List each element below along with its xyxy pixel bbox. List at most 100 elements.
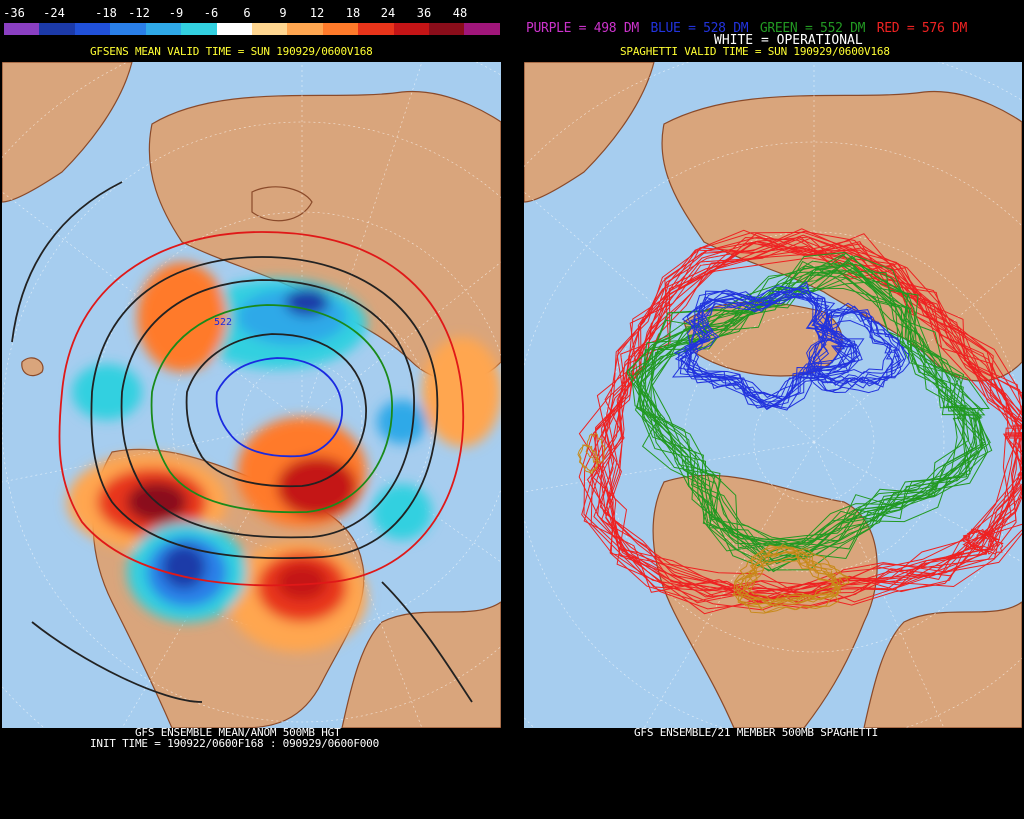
colorbar-segment	[358, 23, 394, 35]
colorbar-tick: 9	[279, 6, 287, 20]
spaghetti-member-line	[746, 543, 850, 603]
colorbar-tick: 6	[243, 6, 251, 20]
spaghetti-member-line	[809, 305, 902, 385]
spaghetti-member-line	[586, 241, 1022, 615]
mean-map-svg: 522	[2, 62, 501, 728]
colorbar-tick: 36	[416, 6, 432, 20]
spaghetti-footer-title: GFS ENSEMBLE/21 MEMBER 500MB SPAGHETTI	[634, 726, 879, 739]
spaghetti-member-line	[737, 551, 839, 607]
anomaly-colorbar	[4, 23, 500, 35]
spaghetti-contours	[577, 228, 1022, 615]
spaghetti-member-line	[673, 285, 865, 399]
mean-footer-init: INIT TIME = 190922/0600F168 : 090929/060…	[90, 737, 380, 750]
spaghetti-member-line	[634, 255, 984, 553]
colorbar-segment	[181, 23, 217, 35]
spaghetti-member-line	[638, 260, 987, 566]
spaghetti-member-line	[641, 277, 982, 572]
spaghetti-member-line	[812, 311, 905, 386]
spaghetti-member-line	[805, 309, 894, 392]
spaghetti-member-line	[679, 287, 850, 411]
spaghetti-member-line	[807, 319, 893, 394]
spaghetti-member-line	[599, 231, 1022, 598]
spaghetti-member-line	[602, 237, 1022, 603]
spaghetti-member-line	[600, 236, 1022, 603]
spaghetti-valid-time: SPAGHETTI VALID TIME = SUN 190929/0600V1…	[620, 45, 890, 58]
spaghetti-member-line	[651, 263, 986, 565]
spaghetti-member-line	[642, 274, 974, 562]
colorbar-tick: -6	[203, 6, 219, 20]
contour-label: 522	[214, 317, 232, 328]
mean-valid-time: GFSENS MEAN VALID TIME = SUN 190929/0600…	[90, 45, 373, 58]
colorbar-tick: -12	[128, 6, 150, 20]
colorbar-segment	[110, 23, 146, 35]
spaghetti-member-line	[962, 530, 995, 555]
colorbar-segment	[393, 23, 430, 35]
legend-red: RED = 576 DM	[876, 21, 968, 36]
panel-divider	[501, 0, 522, 819]
spaghetti-member-line	[736, 547, 841, 605]
spaghetti-member-line	[577, 444, 599, 474]
legend-operational: WHITE = OPERATIONAL	[714, 33, 863, 48]
colorbar-ticks: -36 -24 -18 -12 -9 -6 6 9 12 18 24 36 48	[0, 6, 501, 20]
colorbar-segment	[145, 23, 182, 35]
spaghetti-member-line	[651, 280, 989, 558]
ensemble-mean-map: 522	[2, 62, 501, 728]
colorbar-tick: -18	[95, 6, 117, 20]
spaghetti-member-line	[639, 260, 982, 552]
colorbar-segment	[74, 23, 111, 35]
colorbar-tick: 12	[309, 6, 325, 20]
spaghetti-member-line	[813, 302, 894, 384]
spaghetti-member-line	[650, 265, 984, 563]
spaghetti-member-line	[639, 264, 958, 541]
height-contours	[11, 181, 473, 703]
spaghetti-member-line	[581, 246, 1022, 603]
spaghetti-legend: PURPLE = 498 DM BLUE = 528 DM GREEN = 55…	[526, 22, 971, 36]
colorbar-tick: 48	[452, 6, 468, 20]
colorbar-tick: 24	[380, 6, 396, 20]
spaghetti-member-line	[965, 528, 999, 551]
legend-green: GREEN = 552 DM	[759, 21, 866, 36]
mean-footer-title: GFS ENSEMBLE MEAN/ANOM 500MB HGT	[135, 726, 341, 739]
colorbar-tick: -9	[168, 6, 184, 20]
spaghetti-member-line	[968, 529, 998, 551]
colorbar-segment	[429, 23, 465, 35]
colorbar-segment	[39, 23, 75, 35]
spaghetti-member-line	[810, 311, 901, 394]
spaghetti-member-line	[962, 528, 994, 552]
spaghetti-member-line	[733, 560, 842, 614]
spaghetti-map	[524, 62, 1022, 728]
colorbar-segment	[216, 23, 252, 35]
spaghetti-member-line	[679, 296, 863, 408]
anomaly-shading	[67, 262, 501, 652]
spaghetti-member-line	[590, 245, 1022, 610]
colorbar-tick: -24	[43, 6, 65, 20]
spaghetti-member-line	[681, 288, 844, 403]
legend-blue: BLUE = 528 DM	[650, 21, 749, 36]
spaghetti-member-line	[687, 290, 853, 411]
colorbar-segment	[4, 23, 40, 35]
spaghetti-member-line	[630, 269, 976, 544]
spaghetti-member-line	[733, 547, 839, 601]
spaghetti-member-line	[735, 544, 840, 604]
spaghetti-member-line	[738, 556, 841, 614]
spaghetti-member-line	[578, 444, 599, 473]
colorbar-segment	[287, 23, 323, 35]
spaghetti-member-line	[735, 550, 838, 608]
colorbar-segment	[464, 23, 500, 35]
ensemble-mean-panel: -36 -24 -18 -12 -9 -6 6 9 12 18 24 36 48…	[0, 0, 501, 819]
spaghetti-panel: PURPLE = 498 DM BLUE = 528 DM GREEN = 55…	[522, 0, 1024, 819]
spaghetti-member-line	[606, 230, 1022, 591]
spaghetti-member-line	[674, 289, 857, 398]
spaghetti-member-line	[634, 262, 990, 541]
spaghetti-member-line	[631, 270, 968, 545]
spaghetti-map-svg	[524, 62, 1022, 728]
legend-purple: PURPLE = 498 DM	[526, 21, 639, 36]
spaghetti-member-line	[637, 271, 978, 545]
spaghetti-member-line	[817, 306, 907, 383]
colorbar-segment	[251, 23, 288, 35]
colorbar-tick: -36	[3, 6, 25, 20]
colorbar-segment	[322, 23, 359, 35]
colorbar-tick: 18	[345, 6, 361, 20]
spaghetti-member-line	[592, 241, 1022, 611]
spaghetti-member-line	[731, 551, 840, 609]
